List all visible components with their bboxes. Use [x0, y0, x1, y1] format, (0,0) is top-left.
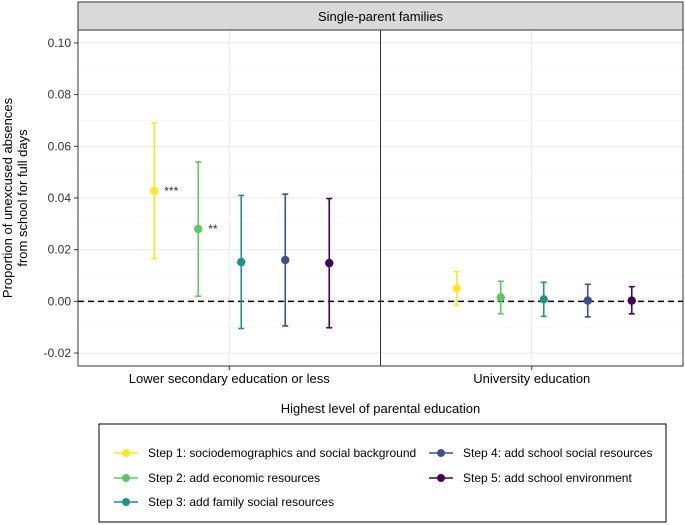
estimate-group	[496, 280, 505, 315]
y-tick-label: 0.08	[48, 88, 72, 102]
significance-label: **	[208, 222, 218, 236]
estimate-group	[325, 197, 334, 329]
data-marks: *****	[150, 122, 636, 330]
estimate-group	[237, 194, 246, 330]
y-tick-label: 0.10	[48, 36, 72, 50]
estimate-group	[539, 281, 548, 318]
legend-item: Step 3: add family social resources	[114, 495, 334, 509]
legend-item: Step 5: add school environment	[429, 471, 632, 485]
legend-label: Step 5: add school environment	[463, 471, 632, 485]
y-tick-label: -0.02	[44, 346, 72, 360]
significance-label: ***	[164, 184, 178, 198]
x-tick-label: University education	[473, 371, 590, 386]
legend-box	[98, 423, 667, 523]
facet-title: Single-parent families	[318, 9, 444, 24]
estimate-group	[452, 270, 461, 307]
y-tick-label: 0.06	[48, 139, 72, 153]
point-estimate	[583, 296, 592, 305]
legend-item: Step 1: sociodemographics and social bac…	[114, 446, 416, 460]
x-axis-title: Highest level of parental education	[281, 401, 480, 416]
estimate-group: ***	[150, 122, 179, 260]
y-tick-label: 0.02	[48, 243, 72, 257]
legend-label: Step 3: add family social resources	[148, 495, 334, 509]
legend-label: Step 4: add school social resources	[463, 446, 652, 460]
point-estimate	[627, 296, 636, 305]
point-estimate	[496, 293, 505, 302]
x-axis: Lower secondary education or less Univers…	[129, 366, 590, 386]
estimate-group: **	[194, 161, 218, 298]
point-estimate	[325, 258, 334, 268]
estimate-group	[627, 285, 636, 315]
point-estimate	[539, 295, 548, 304]
point-estimate	[150, 186, 159, 195]
legend-key-point	[437, 449, 445, 457]
legend: Step 1: sociodemographics and social bac…	[114, 446, 652, 509]
legend-label: Step 2: add economic resources	[148, 471, 320, 485]
x-tick-label: Lower secondary education or less	[129, 371, 330, 386]
point-estimate	[237, 257, 246, 267]
y-axis-title-line1: Proportion of unexcused absences	[0, 97, 15, 298]
legend-item: Step 4: add school social resources	[429, 446, 652, 460]
legend-key-point	[122, 474, 130, 482]
legend-key-point	[122, 449, 130, 457]
legend-key-point	[437, 474, 445, 482]
facet-strip	[77, 1, 684, 31]
y-axis: -0.02 0.00 0.02 0.04 0.06 0.08 0.10	[44, 36, 78, 360]
legend-key-point	[122, 498, 130, 506]
point-estimate	[281, 255, 290, 265]
estimate-group	[281, 193, 290, 327]
y-tick-label: 0.00	[48, 294, 72, 308]
estimate-group	[583, 283, 592, 318]
point-estimate	[452, 284, 461, 293]
legend-item: Step 2: add economic resources	[114, 471, 320, 485]
y-tick-label: 0.04	[48, 191, 72, 205]
point-estimate	[194, 224, 203, 234]
y-axis-title-line2: from school for full days	[15, 129, 30, 267]
legend-label: Step 1: sociodemographics and social bac…	[148, 446, 416, 460]
